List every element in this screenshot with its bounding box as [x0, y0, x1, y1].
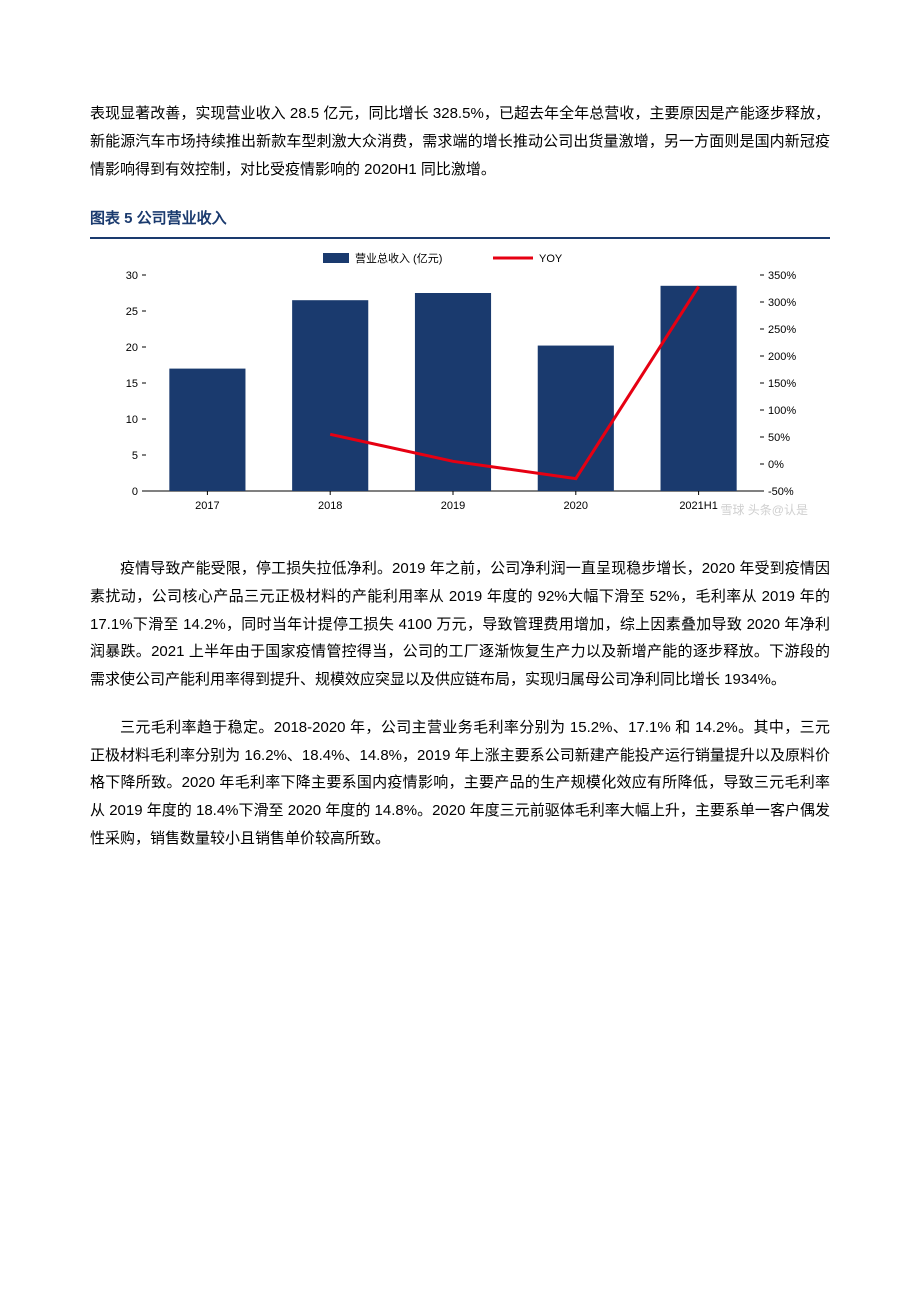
chart-title: 图表 5 公司营业收入	[90, 205, 227, 233]
svg-text:2018: 2018	[318, 500, 342, 512]
svg-text:2021H1: 2021H1	[679, 500, 718, 512]
svg-text:15: 15	[126, 378, 138, 390]
svg-text:2017: 2017	[195, 500, 219, 512]
svg-text:营业总收入 (亿元): 营业总收入 (亿元)	[355, 251, 442, 265]
svg-text:200%: 200%	[768, 351, 796, 363]
bar	[538, 346, 614, 491]
svg-text:5: 5	[132, 450, 138, 462]
svg-text:350%: 350%	[768, 270, 796, 282]
bar	[292, 300, 368, 491]
bar	[169, 369, 245, 491]
paragraph-3: 三元毛利率趋于稳定。2018-2020 年，公司主营业务毛利率分别为 15.2%…	[90, 714, 830, 853]
svg-text:0%: 0%	[768, 459, 784, 471]
svg-text:YOY: YOY	[539, 253, 563, 265]
chart-title-bar: 图表 5 公司营业收入	[90, 205, 830, 239]
svg-text:10: 10	[126, 414, 138, 426]
paragraph-2: 疫情导致产能受限，停工损失拉低净利。2019 年之前，公司净利润一直呈现稳步增长…	[90, 555, 830, 694]
svg-text:50%: 50%	[768, 432, 790, 444]
chart-watermark: 雪球 头条@认是	[720, 499, 808, 521]
svg-text:20: 20	[126, 342, 138, 354]
svg-text:-50%: -50%	[768, 486, 794, 498]
chart-figure: 图表 5 公司营业收入 0 5 10 15 20 25 30 -50% 0% 50% 100% 150…	[90, 205, 830, 525]
yoy-line	[330, 287, 698, 479]
chart-container: 0 5 10 15 20 25 30 -50% 0% 50% 100% 150% 200% 250% 300…	[100, 245, 820, 525]
svg-text:0: 0	[132, 486, 138, 498]
bar	[661, 286, 737, 491]
svg-text:250%: 250%	[768, 324, 796, 336]
paragraph-1: 表现显著改善，实现营业收入 28.5 亿元，同比增长 328.5%，已超去年全年…	[90, 100, 830, 183]
revenue-chart: 0 5 10 15 20 25 30 -50% 0% 50% 100% 150% 200% 250% 300…	[100, 245, 820, 525]
svg-text:2019: 2019	[441, 500, 465, 512]
svg-text:100%: 100%	[768, 405, 796, 417]
svg-text:300%: 300%	[768, 297, 796, 309]
svg-text:30: 30	[126, 270, 138, 282]
svg-text:25: 25	[126, 306, 138, 318]
svg-text:2020: 2020	[564, 500, 588, 512]
svg-text:150%: 150%	[768, 378, 796, 390]
